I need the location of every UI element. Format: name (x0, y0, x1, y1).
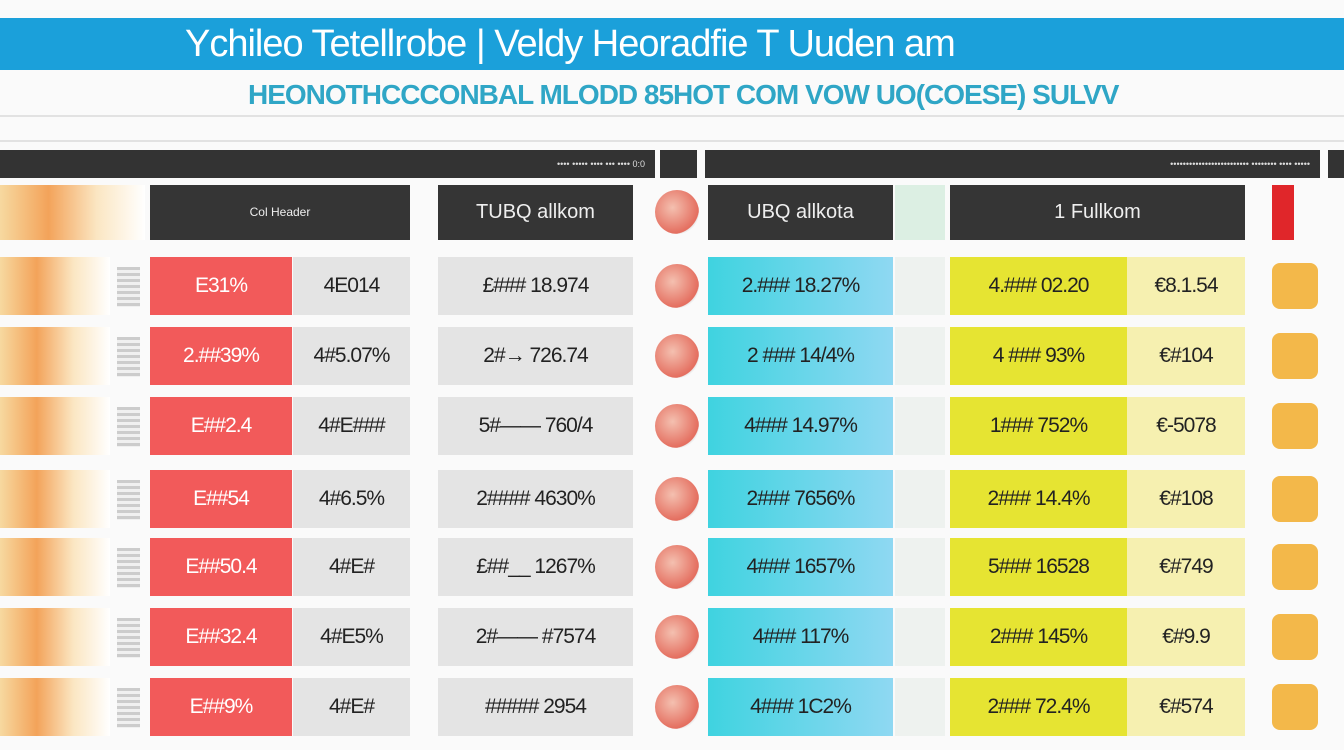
cell-spacer (895, 470, 945, 528)
cell-value[interactable]: 4#E### (293, 397, 410, 455)
cell-value[interactable]: E##9% (150, 678, 292, 736)
cell-spacer (895, 678, 945, 736)
stack-icon (117, 548, 140, 588)
stack-icon (117, 618, 140, 658)
food-icon (1272, 614, 1318, 660)
cell-value[interactable]: 2### 7656% (708, 470, 893, 528)
row-thumbnail-image (0, 397, 110, 455)
row-thumbnail-image (0, 678, 110, 736)
cell-value[interactable]: 1### 752% (950, 397, 1127, 455)
avatar-icon (655, 545, 699, 589)
cell-value[interactable]: 4#E5% (293, 608, 410, 666)
cell-value[interactable]: 2### 145% (950, 608, 1127, 666)
cell-value[interactable]: £##__ 1267% (438, 538, 633, 596)
avatar-icon (655, 404, 699, 448)
cell-value[interactable]: £### 18.974 (438, 257, 633, 315)
app-title: Ychileo Tetellrobe | Veldy Heoradfie T U… (0, 18, 1344, 70)
avatar-icon (655, 615, 699, 659)
food-icon (1272, 476, 1318, 522)
food-icon (1272, 544, 1318, 590)
row-thumbnail-image (0, 538, 110, 596)
cell-value[interactable]: €8.1.54 (1127, 257, 1245, 315)
header-image (0, 185, 145, 240)
cell-value[interactable]: E##32.4 (150, 608, 292, 666)
divider (0, 140, 1344, 142)
row-thumbnail-image (0, 327, 110, 385)
toolbar-left[interactable]: •••• ••••• •••• ••• •••• 0:0 (0, 150, 655, 178)
cell-value[interactable]: 4### 117% (708, 608, 893, 666)
food-icon (1272, 684, 1318, 730)
cell-value[interactable]: 4E014 (293, 257, 410, 315)
toolbar-right[interactable]: ••••••••••••••••••••••••• •••••••• •••• … (705, 150, 1320, 178)
cell-value[interactable]: €#9.9 (1127, 608, 1245, 666)
cell-value[interactable]: €#749 (1127, 538, 1245, 596)
row-thumbnail-image (0, 608, 110, 666)
column-header[interactable]: TUBQ allkom (438, 185, 633, 240)
cell-value[interactable]: 4#6.5% (293, 470, 410, 528)
avatar-icon (655, 685, 699, 729)
cell-spacer (895, 327, 945, 385)
cell-value[interactable]: E31% (150, 257, 292, 315)
cell-value[interactable]: 4### 14.97% (708, 397, 893, 455)
column-header[interactable]: UBQ allkota (708, 185, 893, 240)
cell-value[interactable]: 2.##39% (150, 327, 292, 385)
food-icon (1272, 333, 1318, 379)
cell-value[interactable]: 4### 1C2% (708, 678, 893, 736)
cell-value[interactable]: 4#5.07% (293, 327, 410, 385)
cell-value[interactable]: 4#E# (293, 538, 410, 596)
stack-icon (117, 480, 140, 520)
column-header[interactable]: 1 Fullkom (950, 185, 1245, 240)
page-subtitle: HEONOTHCCCONBAL MLODD 85HOT COM VOW UO(C… (248, 79, 1119, 110)
food-icon (1272, 403, 1318, 449)
cell-value[interactable]: 2### 72.4% (950, 678, 1127, 736)
cell-value[interactable]: 2.### 18.27% (708, 257, 893, 315)
cell-value[interactable]: 4### 1657% (708, 538, 893, 596)
cell-value[interactable]: 2#### 4630% (438, 470, 633, 528)
stack-icon (117, 267, 140, 307)
divider (0, 115, 1344, 117)
row-thumbnail-image (0, 470, 110, 528)
column-spacer (895, 185, 945, 240)
cell-value[interactable]: 2### 14.4% (950, 470, 1127, 528)
cell-value[interactable]: 4.### 02.20 (950, 257, 1127, 315)
stack-icon (117, 407, 140, 447)
cell-spacer (895, 608, 945, 666)
flag-icon (1272, 185, 1294, 240)
cell-spacer (895, 397, 945, 455)
stack-icon (117, 688, 140, 728)
food-icon (1272, 263, 1318, 309)
cell-value[interactable]: E##50.4 (150, 538, 292, 596)
cell-value[interactable]: 2#—— #7574 (438, 608, 633, 666)
cell-value[interactable]: 5### 16528 (950, 538, 1127, 596)
avatar-icon (655, 264, 699, 308)
cell-value[interactable]: ##### 2954 (438, 678, 633, 736)
cell-spacer (895, 538, 945, 596)
cell-value[interactable]: E##2.4 (150, 397, 292, 455)
avatar-icon (655, 334, 699, 378)
avatar-icon (655, 190, 699, 234)
row-thumbnail-image (0, 257, 110, 315)
cell-value[interactable]: 4 ### 93% (950, 327, 1127, 385)
toolbar-icon[interactable] (660, 150, 697, 178)
column-header[interactable]: Col Header (150, 185, 410, 240)
avatar-icon (655, 477, 699, 521)
cell-value[interactable]: 4#E# (293, 678, 410, 736)
toolbar-edge (1328, 150, 1344, 178)
cell-value[interactable]: 2 ### 14/4% (708, 327, 893, 385)
cell-value[interactable]: €#574 (1127, 678, 1245, 736)
cell-value[interactable]: €-5078 (1127, 397, 1245, 455)
cell-value[interactable]: €#104 (1127, 327, 1245, 385)
cell-value[interactable]: €#108 (1127, 470, 1245, 528)
cell-value[interactable]: E##54 (150, 470, 292, 528)
cell-spacer (895, 257, 945, 315)
cell-value[interactable]: 5#—— 760/4 (438, 397, 633, 455)
cell-value[interactable]: 2#→ 726.74 (438, 327, 633, 385)
stack-icon (117, 337, 140, 377)
